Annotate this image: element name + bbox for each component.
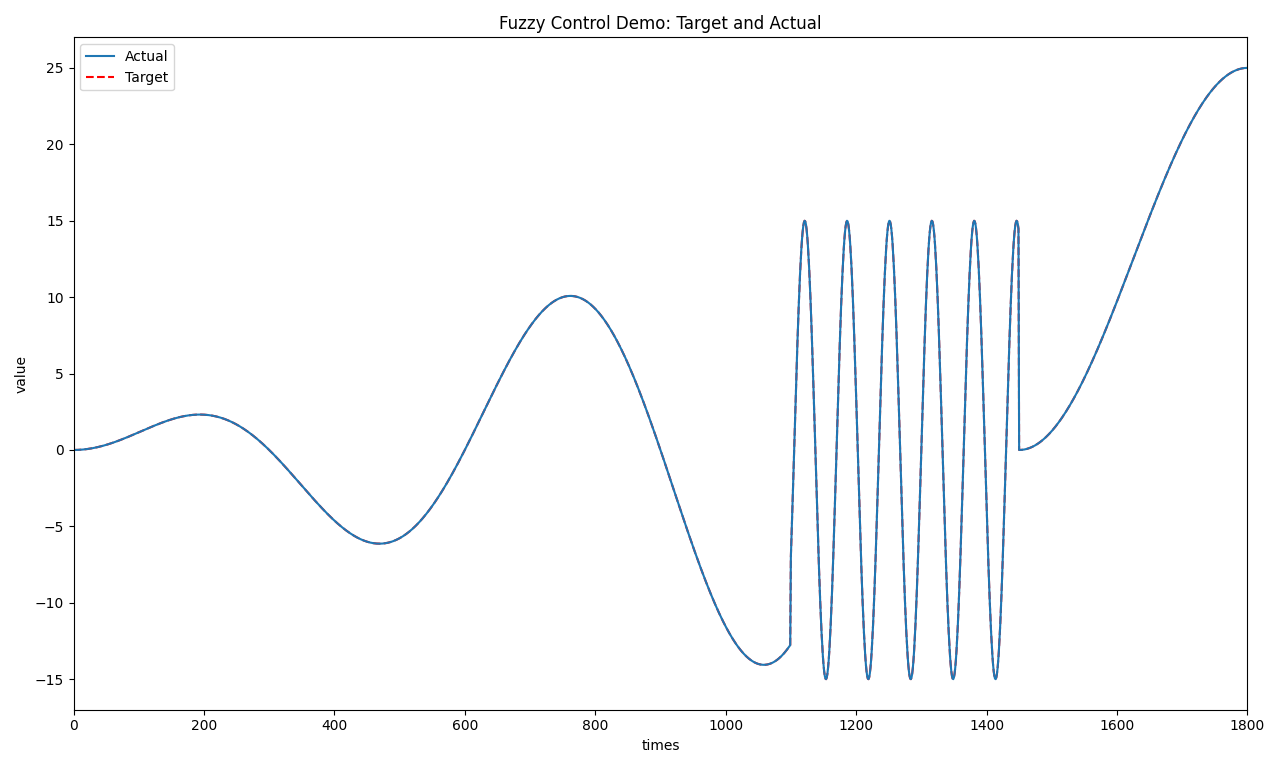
Target [504,350,520,359]
Actual [316,505,332,515]
Target [867,589,882,598]
Actual [544,298,559,307]
Actual [867,589,882,598]
Actual [550,294,566,303]
Actual [1239,63,1254,72]
Target [988,674,1004,684]
Target [133,427,148,436]
Actual [133,427,148,436]
Line: Target: Target [73,68,1247,679]
Line: Actual: Actual [73,68,1247,679]
Actual [504,350,520,359]
Legend: Actual, Target: Actual, Target [81,45,174,91]
X-axis label: times: times [641,739,680,753]
Target [544,298,559,307]
Target [65,445,81,455]
Actual [65,445,81,455]
Actual [988,674,1004,684]
Title: Fuzzy Control Demo: Target and Actual: Fuzzy Control Demo: Target and Actual [499,15,822,33]
Target [316,505,332,515]
Y-axis label: value: value [15,355,29,392]
Target [550,294,566,303]
Target [1239,63,1254,72]
